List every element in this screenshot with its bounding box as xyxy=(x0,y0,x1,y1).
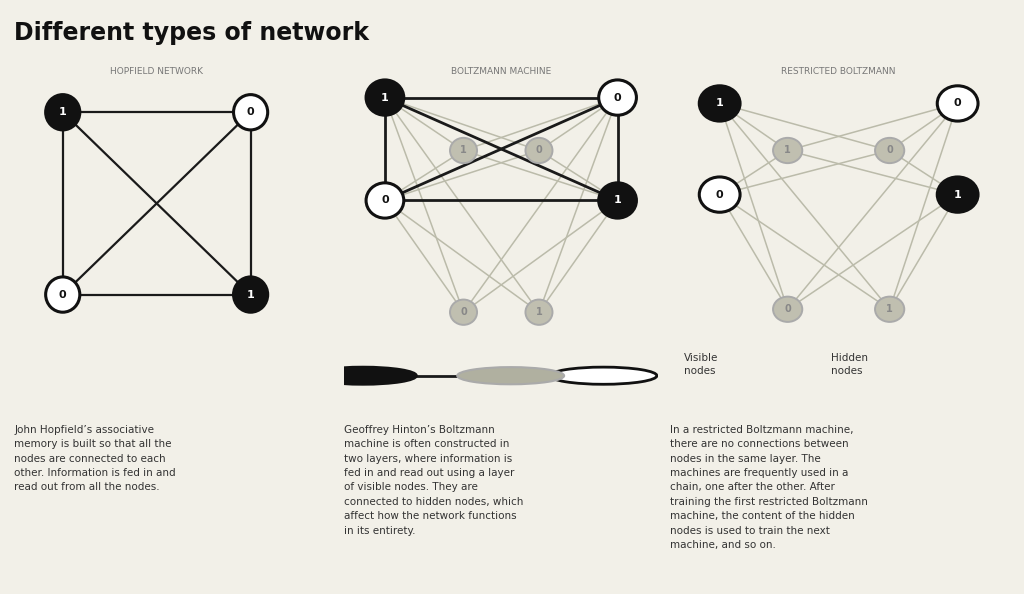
Text: 0: 0 xyxy=(381,195,389,206)
Text: Different types of network: Different types of network xyxy=(14,21,370,45)
Circle shape xyxy=(699,86,740,121)
Circle shape xyxy=(937,86,978,121)
Circle shape xyxy=(458,367,564,384)
Text: 0: 0 xyxy=(460,307,467,317)
Circle shape xyxy=(599,80,637,115)
Text: 1: 1 xyxy=(536,307,543,317)
Text: 0: 0 xyxy=(953,99,962,109)
Text: Geoffrey Hinton’s Boltzmann
machine is often constructed in
two layers, where in: Geoffrey Hinton’s Boltzmann machine is o… xyxy=(344,425,523,536)
Text: 0: 0 xyxy=(59,289,67,299)
Circle shape xyxy=(773,296,802,322)
Text: 1: 1 xyxy=(953,189,962,200)
Circle shape xyxy=(937,177,978,212)
Text: BOLTZMANN MACHINE: BOLTZMANN MACHINE xyxy=(452,67,551,75)
Text: In a restricted Boltzmann machine,
there are no connections between
nodes in the: In a restricted Boltzmann machine, there… xyxy=(670,425,867,550)
Circle shape xyxy=(525,299,553,325)
Text: 1: 1 xyxy=(887,304,893,314)
Text: 0: 0 xyxy=(536,146,543,156)
Text: 1: 1 xyxy=(460,146,467,156)
Text: RESTRICTED BOLTZMANN: RESTRICTED BOLTZMANN xyxy=(781,67,896,75)
Circle shape xyxy=(366,183,403,218)
Text: 1: 1 xyxy=(716,99,724,109)
Circle shape xyxy=(233,94,267,130)
Text: 0: 0 xyxy=(716,189,724,200)
Circle shape xyxy=(450,138,477,163)
Text: 1: 1 xyxy=(58,108,67,117)
Circle shape xyxy=(46,94,80,130)
Circle shape xyxy=(450,299,477,325)
Circle shape xyxy=(46,277,80,312)
Circle shape xyxy=(773,138,802,163)
Circle shape xyxy=(699,177,740,212)
Text: John Hopfield’s associative
memory is built so that all the
nodes are connected : John Hopfield’s associative memory is bu… xyxy=(14,425,176,492)
Text: 1: 1 xyxy=(784,146,791,156)
Text: 1: 1 xyxy=(381,93,389,103)
Text: Hidden
nodes: Hidden nodes xyxy=(831,353,868,376)
Circle shape xyxy=(525,138,553,163)
Text: HOPFIELD NETWORK: HOPFIELD NETWORK xyxy=(111,67,203,75)
Circle shape xyxy=(876,138,904,163)
Circle shape xyxy=(697,367,805,384)
Text: 1: 1 xyxy=(613,195,622,206)
Text: Visible
nodes: Visible nodes xyxy=(684,353,718,376)
Circle shape xyxy=(550,367,656,384)
Text: 0: 0 xyxy=(784,304,791,314)
Circle shape xyxy=(309,367,417,384)
Circle shape xyxy=(233,277,267,312)
Circle shape xyxy=(599,183,637,218)
Circle shape xyxy=(876,296,904,322)
Text: 0: 0 xyxy=(613,93,622,103)
Text: 0: 0 xyxy=(247,108,254,117)
Text: 0: 0 xyxy=(887,146,893,156)
Circle shape xyxy=(366,80,403,115)
Text: 1: 1 xyxy=(247,289,255,299)
